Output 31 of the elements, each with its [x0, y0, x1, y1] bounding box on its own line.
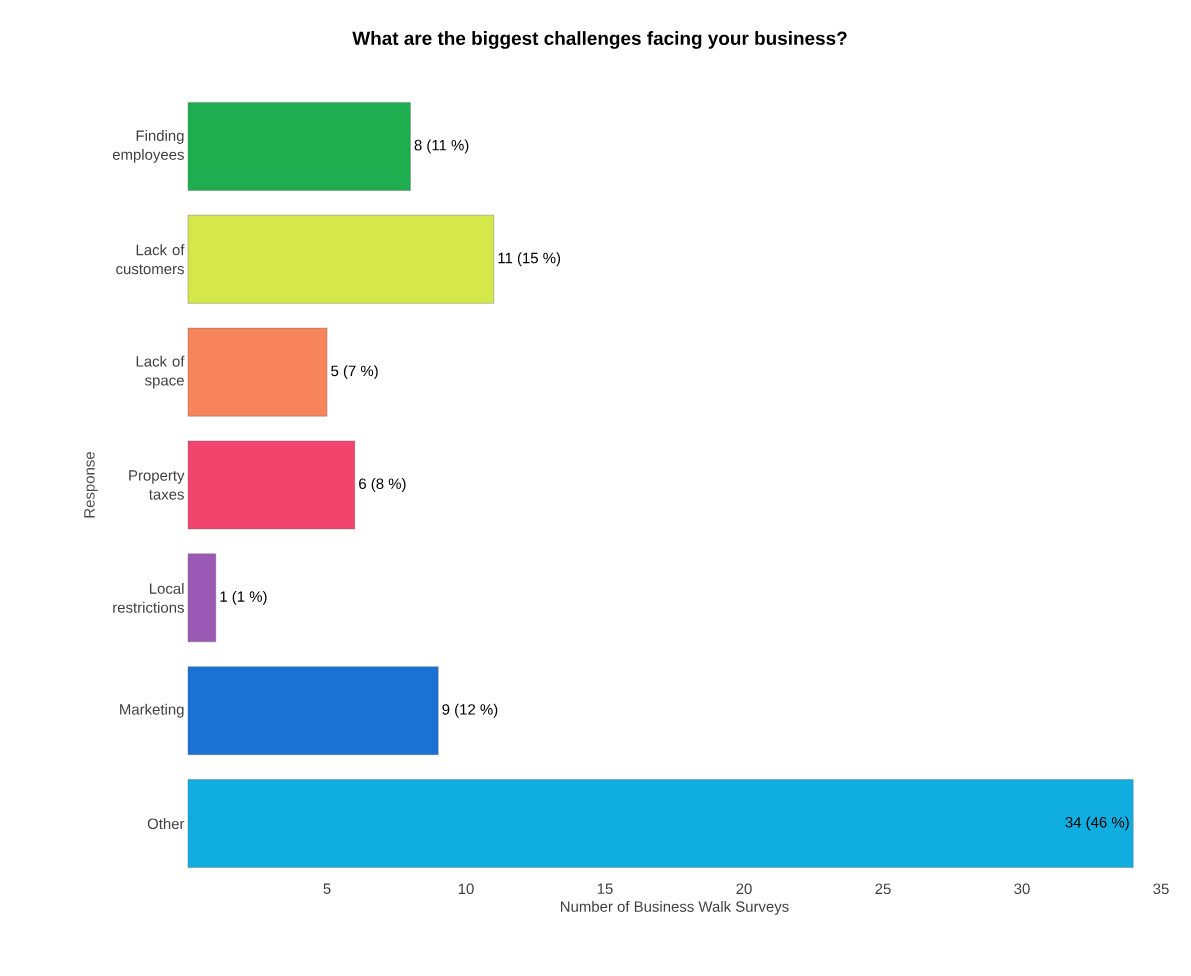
bar — [187, 666, 439, 755]
data-label: 11 (15 %) — [498, 252, 561, 267]
y-tick-label: Marketing — [120, 703, 184, 718]
x-tick-label: 20 — [736, 883, 752, 895]
bar — [187, 779, 1134, 868]
y-tick-label: Lack of customers — [116, 244, 185, 275]
y-axis-title: Response — [84, 452, 98, 518]
x-axis-title: Number of Business Walk Surveys — [560, 900, 789, 915]
bar — [187, 215, 495, 304]
y-tick-label: Lack of space — [136, 355, 185, 389]
x-tick-label: 35 — [1153, 883, 1169, 895]
bar — [187, 553, 217, 643]
data-label: 34 (46 %) — [1065, 816, 1129, 831]
bar — [187, 327, 328, 417]
data-label: 5 (7 %) — [331, 365, 378, 380]
y-tick-label: Other — [147, 818, 185, 830]
x-tick-label: 10 — [458, 883, 474, 895]
data-label: 8 (11 %) — [414, 139, 469, 154]
data-label: 1 (1 %) — [220, 590, 267, 605]
data-label: 6 (8 %) — [359, 478, 406, 492]
chart-title: What are the biggest challenges facing your business? — [352, 31, 847, 49]
x-tick-label: 5 — [323, 883, 331, 894]
bar — [187, 440, 356, 530]
x-tick-label: 15 — [597, 883, 613, 894]
bar — [187, 102, 411, 191]
x-tick-label: 25 — [875, 883, 891, 895]
y-tick-label: Property taxes — [129, 470, 185, 500]
x-tick-label: 30 — [1014, 883, 1030, 895]
y-tick-label: Finding employees — [112, 129, 184, 163]
y-tick-label: Local restrictions — [113, 582, 184, 613]
data-label: 9 (12 %) — [442, 703, 498, 718]
